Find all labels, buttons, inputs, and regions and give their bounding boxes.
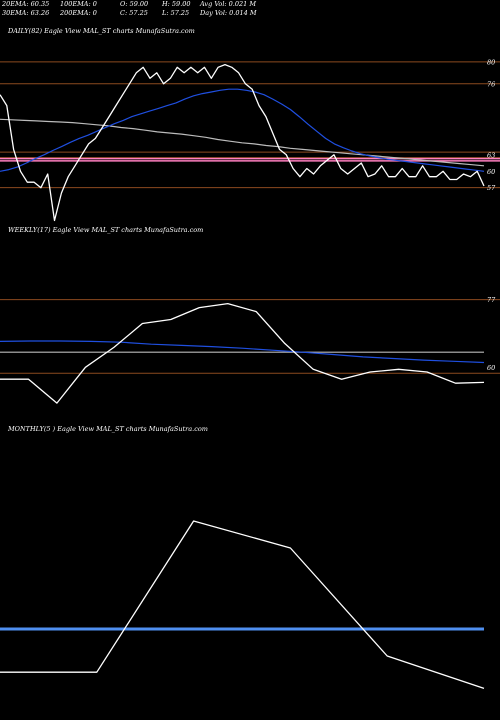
y-tick-label: 80 <box>487 58 495 66</box>
header-ema30: 30EMA: 63.26 <box>2 9 50 17</box>
series-line <box>0 520 485 690</box>
y-tick-label: 60 <box>487 364 495 372</box>
y-tick-label: 63 <box>487 151 495 159</box>
series-line <box>0 118 485 167</box>
series-line <box>0 340 485 364</box>
monthly-chart-title: MONTHLY(5 ) Eagle View MAL_ST charts Mun… <box>8 425 208 433</box>
y-tick-label: 77 <box>487 296 496 304</box>
y-tick-label: 76 <box>487 80 495 88</box>
header-ema200: 200EMA: 0 <box>60 9 97 17</box>
weekly-chart-title: WEEKLY(17) Eagle View MAL_ST charts Muna… <box>8 226 204 234</box>
y-tick-label: 57 <box>487 184 496 192</box>
header-day-vol: Day Vol: 0.014 M <box>200 9 257 17</box>
y-tick-label: 60 <box>487 168 495 176</box>
header-low: L: 57.25 <box>162 9 190 17</box>
header-high: H: 59.00 <box>162 0 191 8</box>
series-line <box>0 63 485 222</box>
header-ema100: 100EMA: 0 <box>60 0 97 8</box>
header-close: C: 57.25 <box>120 9 148 17</box>
daily-chart-title: DAILY(82) Eagle View MAL_ST charts Munaf… <box>8 27 195 35</box>
header-open: O: 59.00 <box>120 0 149 8</box>
header-ema20: 20EMA: 60.35 <box>2 0 50 8</box>
series-line <box>0 88 485 172</box>
series-line <box>0 302 485 404</box>
header-avg-vol: Avg Vol: 0.021 M <box>200 0 257 8</box>
